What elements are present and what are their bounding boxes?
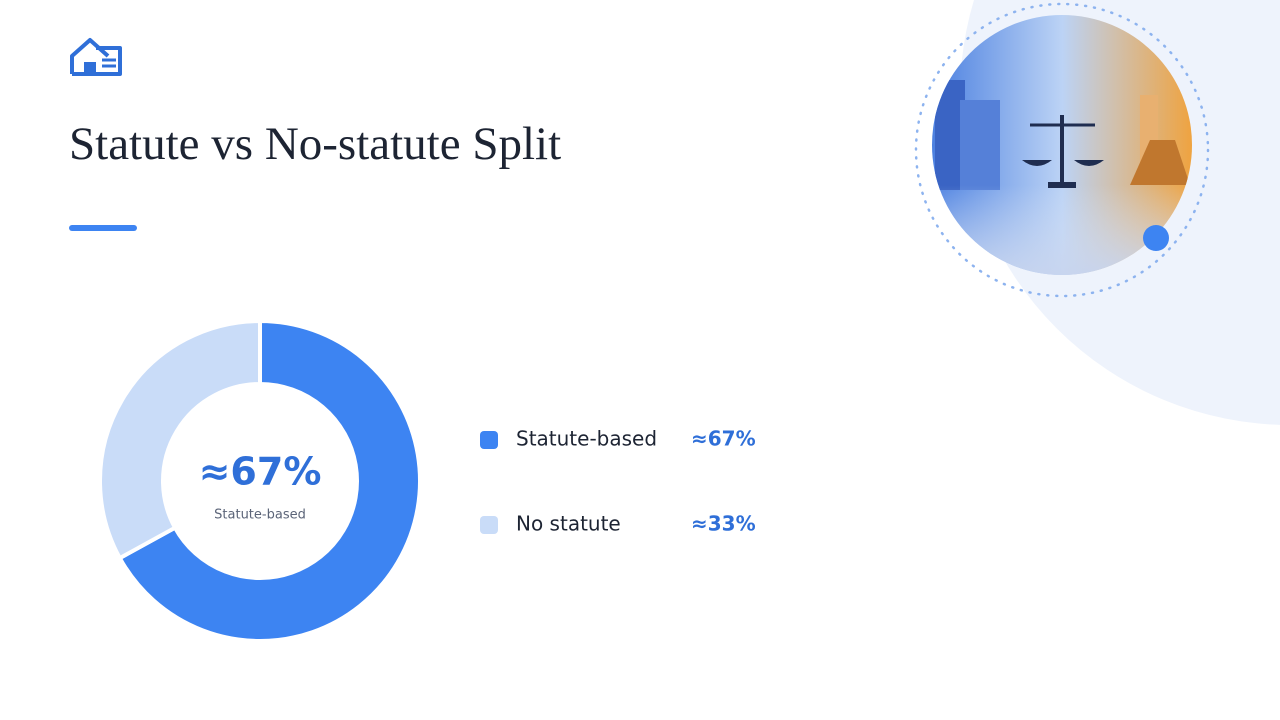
center-label: Statute-based xyxy=(214,508,306,523)
dotted-ring xyxy=(914,2,1210,298)
logo xyxy=(70,38,122,76)
legend-swatch xyxy=(480,516,498,534)
legend-value: ≈33% xyxy=(691,512,756,536)
donut-chart xyxy=(98,318,422,643)
legend: Statute-based ≈67% No statute ≈33% xyxy=(480,427,756,536)
slide-title: Statute vs No-statute Split xyxy=(69,118,561,170)
legend-label: Statute-based xyxy=(516,427,657,451)
legend-label: No statute xyxy=(516,512,621,536)
center-value: ≈67% xyxy=(199,450,322,494)
legend-value: ≈67% xyxy=(691,427,756,451)
donut-segment xyxy=(98,318,262,561)
legend-swatch xyxy=(480,431,498,449)
accent-dot xyxy=(1143,225,1169,251)
donut-segment xyxy=(117,318,422,643)
title-accent xyxy=(69,225,137,231)
